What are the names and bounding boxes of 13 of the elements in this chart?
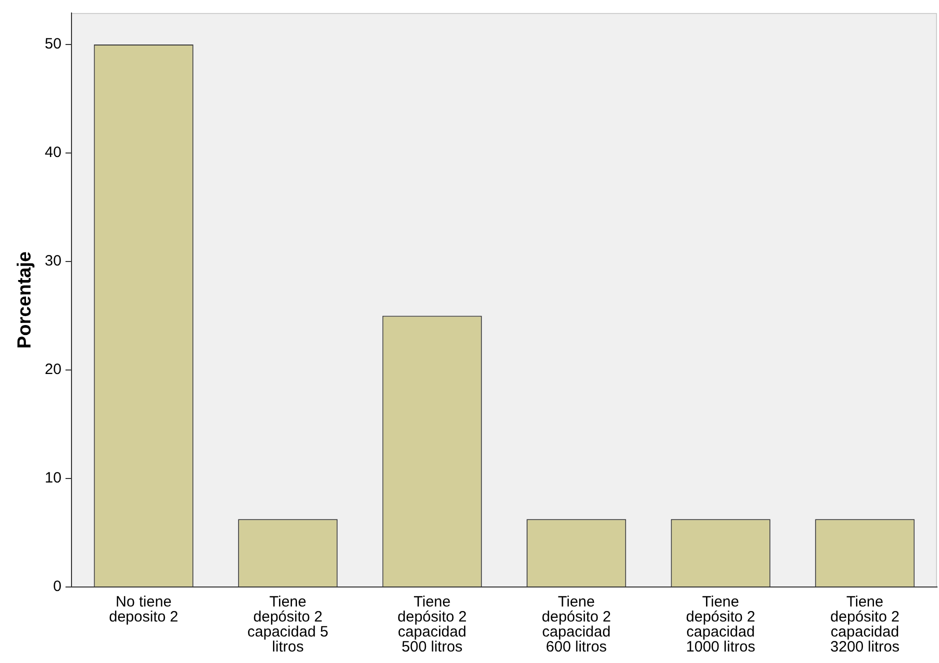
x-tick-label: Tiene depósito 2 capacidad 1000 litros [686,594,756,656]
y-tick-label: 30 [44,252,62,270]
x-tick-label: Tiene depósito 2 capacidad 500 litros [398,594,467,656]
x-tick-label: Tiene depósito 2 capacidad 5 litros [247,594,328,656]
x-tick-label: No tiene deposito 2 [108,594,178,626]
y-tick-label: 40 [44,144,62,162]
y-axis-title: Porcentaje [14,251,36,349]
y-tick-label: 10 [44,470,62,487]
x-tick-label: Tiene depósito 2 capacidad 3200 litros [830,594,900,656]
y-tick-label: 0 [53,578,62,596]
x-tick-label: Tiene depósito 2 capacidad 600 litros [542,594,611,656]
y-tick-label: 50 [44,36,62,53]
y-tick-label: 20 [44,361,62,378]
